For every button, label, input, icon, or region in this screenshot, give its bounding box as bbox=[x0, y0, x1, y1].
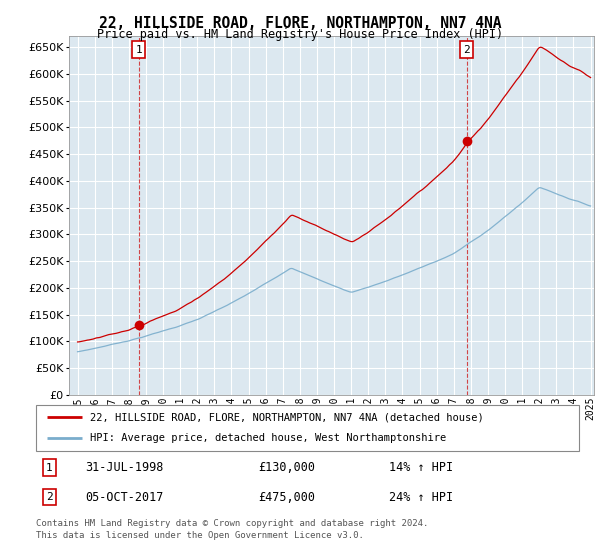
Text: 31-JUL-1998: 31-JUL-1998 bbox=[85, 461, 163, 474]
Text: 24% ↑ HPI: 24% ↑ HPI bbox=[389, 491, 453, 503]
Text: 05-OCT-2017: 05-OCT-2017 bbox=[85, 491, 163, 503]
Text: 22, HILLSIDE ROAD, FLORE, NORTHAMPTON, NN7 4NA: 22, HILLSIDE ROAD, FLORE, NORTHAMPTON, N… bbox=[99, 16, 501, 31]
Text: This data is licensed under the Open Government Licence v3.0.: This data is licensed under the Open Gov… bbox=[36, 531, 364, 540]
Text: £130,000: £130,000 bbox=[259, 461, 316, 474]
Text: 22, HILLSIDE ROAD, FLORE, NORTHAMPTON, NN7 4NA (detached house): 22, HILLSIDE ROAD, FLORE, NORTHAMPTON, N… bbox=[91, 412, 484, 422]
Text: HPI: Average price, detached house, West Northamptonshire: HPI: Average price, detached house, West… bbox=[91, 433, 446, 444]
Text: Price paid vs. HM Land Registry's House Price Index (HPI): Price paid vs. HM Land Registry's House … bbox=[97, 28, 503, 41]
Text: 1: 1 bbox=[136, 45, 142, 55]
Text: £475,000: £475,000 bbox=[259, 491, 316, 503]
Text: 14% ↑ HPI: 14% ↑ HPI bbox=[389, 461, 453, 474]
Text: 1: 1 bbox=[46, 463, 53, 473]
Text: Contains HM Land Registry data © Crown copyright and database right 2024.: Contains HM Land Registry data © Crown c… bbox=[36, 520, 428, 529]
Text: 2: 2 bbox=[46, 492, 53, 502]
Text: 2: 2 bbox=[463, 45, 470, 55]
FancyBboxPatch shape bbox=[36, 405, 579, 451]
